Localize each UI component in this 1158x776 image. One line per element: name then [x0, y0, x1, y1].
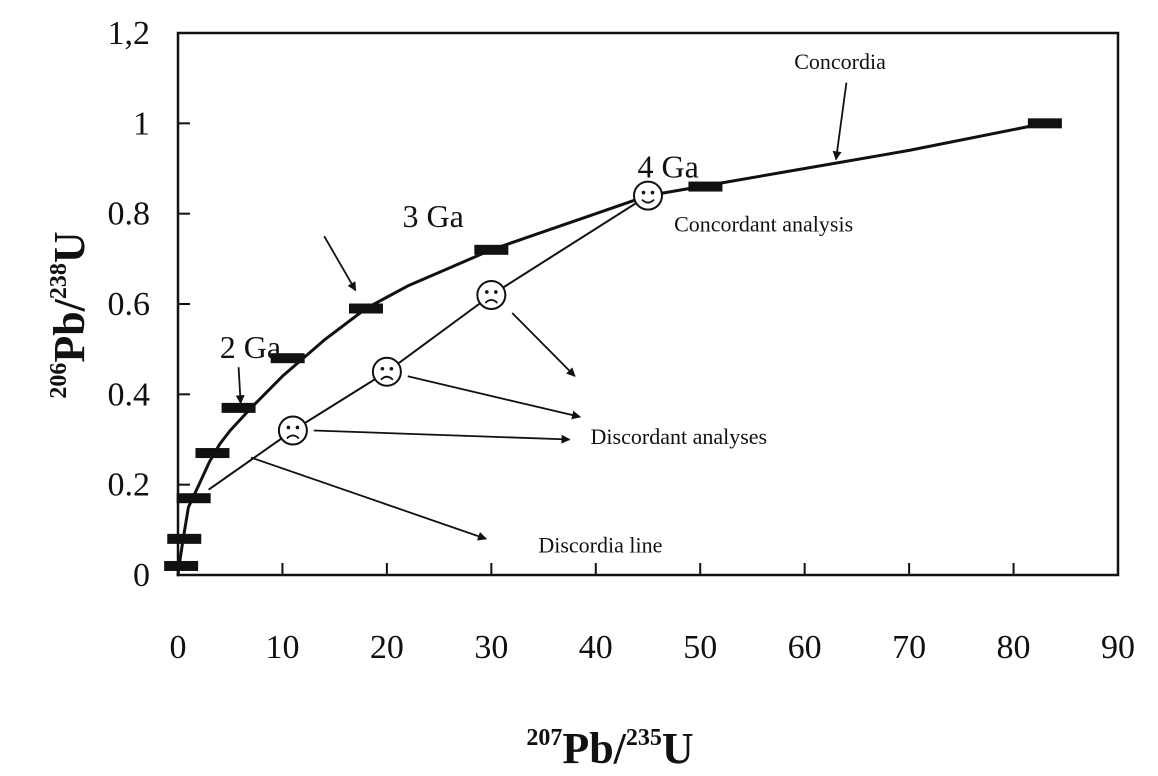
- face-outline: [371, 356, 402, 387]
- x-axis-title-sup2: 235: [626, 725, 662, 751]
- x-axis-ticks: 0 10 20 30 40 50 60 70 80 90: [170, 563, 1135, 666]
- annotation-2-ga: 2 Ga: [220, 329, 281, 365]
- y-axis-ticks: 0 0.2 0.4 0.6 0.8 1 1,2: [108, 15, 190, 594]
- x-axis-title-tail: U: [662, 724, 694, 773]
- y-axis-title-base: Pb/: [45, 298, 94, 362]
- annotation-layer: Concordia 4 Ga 3 Ga 2 Ga Concordant analysis…: [220, 49, 886, 557]
- annotation-4-ga: 4 Ga: [638, 149, 699, 185]
- x-axis-title-base: Pb/: [562, 724, 626, 773]
- face-mouth: [286, 434, 300, 440]
- age-marker: [1027, 118, 1062, 129]
- face-eye-left: [286, 425, 291, 430]
- plot-frame: [176, 31, 1120, 577]
- face-eye-left: [485, 290, 489, 294]
- x-tick-label: 50: [683, 629, 717, 666]
- face-eye-right: [389, 366, 394, 371]
- x-tick-label: 30: [474, 629, 508, 666]
- y-tick-label: 0.2: [108, 467, 151, 504]
- x-tick-label: 90: [1101, 629, 1135, 666]
- face-mouth: [641, 198, 655, 204]
- discordant-point-frowny: [476, 279, 507, 310]
- x-tick-label: 70: [892, 629, 926, 666]
- annotation-discordia-line: Discordia line: [538, 532, 662, 557]
- x-tick-label: 60: [788, 629, 822, 666]
- annotation-arrow-discordant-analyses: [511, 312, 576, 377]
- y-tick-label: 1: [133, 105, 150, 142]
- age-marker: [688, 181, 723, 192]
- annotation-concordia: Concordia: [794, 49, 886, 74]
- series-layer: [176, 121, 1047, 577]
- y-tick-label: 0.8: [108, 196, 151, 233]
- x-tick-label: 20: [370, 629, 404, 666]
- concordia-curve: [176, 121, 1047, 577]
- face-eye-right: [494, 290, 498, 294]
- face-outline: [476, 279, 507, 310]
- y-axis-title-sup2: 238: [46, 263, 72, 299]
- annotation-arrow-discordia-line: [250, 456, 487, 541]
- age-marker: [221, 402, 256, 413]
- annotation-concordant-analysis: Concordant analysis: [674, 212, 853, 237]
- face-mouth: [380, 375, 394, 381]
- annotation-3-ga: 3 Ga: [403, 198, 464, 234]
- y-tick-label: 0.6: [108, 286, 151, 323]
- annotation-arrow-concordia: [832, 82, 848, 161]
- face-eye-right: [295, 425, 300, 430]
- y-tick-label: 0.4: [108, 376, 151, 413]
- face-eye-left: [641, 190, 646, 195]
- y-tick-label: 0: [133, 557, 150, 594]
- annotation-arrow-2-ga: [235, 367, 245, 405]
- concordant-point-smiley: [633, 180, 663, 211]
- age-marker: [474, 244, 509, 255]
- age-marker: [195, 448, 230, 459]
- discordant-point-frowny: [277, 415, 308, 446]
- x-tick-label: 80: [997, 629, 1031, 666]
- y-axis-title-sup: 206: [46, 363, 72, 399]
- face-mouth: [484, 299, 498, 304]
- y-axis-title: 206Pb/238U: [45, 231, 94, 398]
- x-tick-label: 40: [579, 629, 613, 666]
- x-axis-title-sup: 207: [526, 725, 562, 751]
- face-eye-right: [650, 190, 655, 195]
- y-axis-title-tail: U: [45, 231, 94, 263]
- annotation-discordant-analyses: Discordant analyses: [591, 424, 768, 449]
- x-tick-label: 0: [170, 629, 187, 666]
- annotation-arrow-discordant-analyses: [313, 429, 571, 444]
- y-tick-label: 1,2: [108, 15, 151, 52]
- annotation-arrow-discordant-analyses: [407, 375, 581, 420]
- discordant-point-frowny: [371, 356, 402, 387]
- age-marker: [270, 353, 305, 364]
- annotation-arrow-3-ga: [323, 235, 357, 292]
- face-eye-left: [380, 366, 385, 371]
- marker-layer: [164, 118, 1062, 571]
- face-outline: [633, 180, 663, 211]
- x-tick-label: 10: [265, 629, 299, 666]
- age-marker: [164, 560, 199, 571]
- age-marker: [167, 533, 202, 544]
- age-marker: [349, 303, 383, 314]
- x-axis-title: 207Pb/235U: [526, 724, 693, 773]
- face-outline: [277, 415, 308, 446]
- age-marker: [176, 493, 211, 504]
